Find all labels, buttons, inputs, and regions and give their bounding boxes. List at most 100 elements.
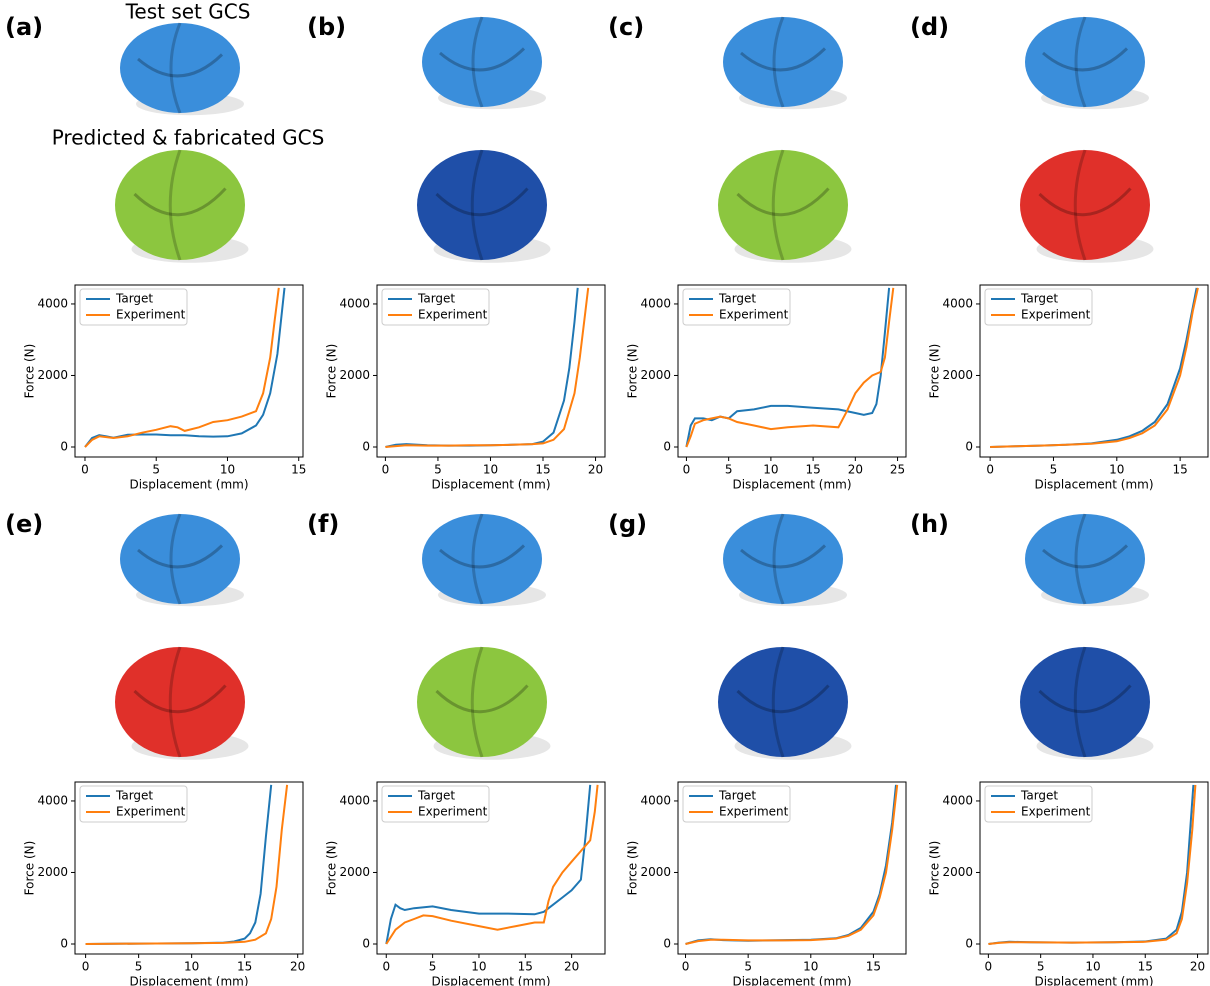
x-tick-label: 20 (1190, 960, 1205, 974)
y-axis-label: Force (N) (23, 841, 37, 896)
y-tick-label: 0 (663, 936, 671, 950)
legend-label: Experiment (719, 805, 789, 819)
x-tick-label: 10 (483, 463, 498, 477)
y-axis-label: Force (N) (23, 344, 37, 399)
x-tick-label: 20 (848, 463, 863, 477)
object-render (120, 514, 240, 604)
x-axis-label: Displacement (mm) (431, 478, 550, 492)
x-tick-label: 0 (382, 960, 390, 974)
y-axis-label: Force (N) (928, 344, 942, 399)
object-render (718, 647, 848, 757)
y-axis-label: Force (N) (325, 344, 339, 399)
object-render (120, 23, 240, 113)
legend-label: Experiment (719, 308, 789, 322)
legend-label: Target (417, 292, 455, 306)
legend-label: Experiment (1021, 308, 1091, 322)
object-render (1020, 150, 1150, 260)
panel-label: (b) (307, 13, 346, 41)
panel-label: (d) (910, 13, 949, 41)
object-render (422, 17, 542, 107)
y-tick-label: 2000 (37, 368, 68, 382)
y-tick-label: 2000 (942, 865, 973, 879)
object-render (723, 514, 843, 604)
panel-label: (f) (307, 510, 339, 538)
legend-label: Experiment (116, 805, 186, 819)
x-tick-label: 15 (866, 960, 881, 974)
x-tick-label: 10 (1085, 960, 1100, 974)
legend-label: Target (417, 789, 455, 803)
legend-label: Experiment (1021, 805, 1091, 819)
x-tick-label: 10 (1109, 463, 1124, 477)
x-tick-label: 5 (135, 960, 143, 974)
x-tick-label: 10 (471, 960, 486, 974)
object-render (718, 150, 848, 260)
legend-label: Experiment (418, 805, 488, 819)
figure: (a) Test set GCS Predicted & fabricated GC… (0, 0, 1210, 986)
object-render (1025, 514, 1145, 604)
object-render (1020, 647, 1150, 757)
x-tick-label: 10 (220, 463, 235, 477)
y-axis-label: Force (N) (626, 841, 640, 896)
y-tick-label: 0 (965, 936, 973, 950)
y-tick-label: 4000 (640, 296, 671, 310)
annotation: Predicted & fabricated GCS (52, 126, 325, 150)
panel-label: (e) (5, 510, 43, 538)
x-tick-label: 10 (803, 960, 818, 974)
x-tick-label: 15 (237, 960, 252, 974)
x-tick-label: 15 (1138, 960, 1153, 974)
legend-label: Target (718, 789, 756, 803)
y-tick-label: 2000 (942, 368, 973, 382)
y-tick-label: 0 (965, 439, 973, 453)
y-tick-label: 2000 (339, 865, 370, 879)
y-tick-label: 4000 (339, 296, 370, 310)
x-tick-label: 20 (290, 960, 305, 974)
y-tick-label: 0 (663, 439, 671, 453)
x-axis-label: Displacement (mm) (732, 975, 851, 986)
object-render (422, 514, 542, 604)
object-render (723, 17, 843, 107)
legend-label: Experiment (116, 308, 186, 322)
x-tick-label: 5 (744, 960, 752, 974)
panel-label: (c) (608, 13, 644, 41)
x-tick-label: 5 (429, 960, 437, 974)
panel-label: (h) (910, 510, 949, 538)
x-tick-label: 10 (184, 960, 199, 974)
y-tick-label: 2000 (37, 865, 68, 879)
object-render (115, 150, 245, 260)
x-tick-label: 15 (805, 463, 820, 477)
legend-label: Target (115, 292, 153, 306)
x-tick-label: 0 (81, 463, 89, 477)
y-tick-label: 4000 (942, 296, 973, 310)
annotation: Test set GCS (125, 0, 251, 24)
x-axis-label: Displacement (mm) (1034, 975, 1153, 986)
x-tick-label: 0 (985, 960, 993, 974)
y-axis-label: Force (N) (626, 344, 640, 399)
x-tick-label: 5 (1050, 463, 1058, 477)
x-tick-label: 5 (725, 463, 733, 477)
panel-label: (a) (5, 13, 43, 41)
y-tick-label: 0 (60, 439, 68, 453)
y-tick-label: 2000 (640, 368, 671, 382)
x-tick-label: 15 (518, 960, 533, 974)
x-tick-label: 10 (763, 463, 778, 477)
x-tick-label: 0 (382, 463, 390, 477)
x-axis-label: Displacement (mm) (1034, 478, 1153, 492)
y-axis-label: Force (N) (325, 841, 339, 896)
x-tick-label: 15 (1172, 463, 1187, 477)
x-axis-label: Displacement (mm) (129, 975, 248, 986)
legend-label: Target (1020, 789, 1058, 803)
legend-label: Experiment (418, 308, 488, 322)
y-tick-label: 0 (60, 936, 68, 950)
x-axis-label: Displacement (mm) (431, 975, 550, 986)
object-render (417, 647, 547, 757)
x-tick-label: 0 (683, 463, 691, 477)
object-render (115, 647, 245, 757)
x-tick-label: 20 (588, 463, 603, 477)
panel-label: (g) (608, 510, 647, 538)
legend-label: Target (1020, 292, 1058, 306)
y-tick-label: 4000 (640, 793, 671, 807)
y-tick-label: 0 (362, 936, 370, 950)
y-tick-label: 2000 (339, 368, 370, 382)
y-tick-label: 4000 (37, 296, 68, 310)
y-tick-label: 2000 (640, 865, 671, 879)
